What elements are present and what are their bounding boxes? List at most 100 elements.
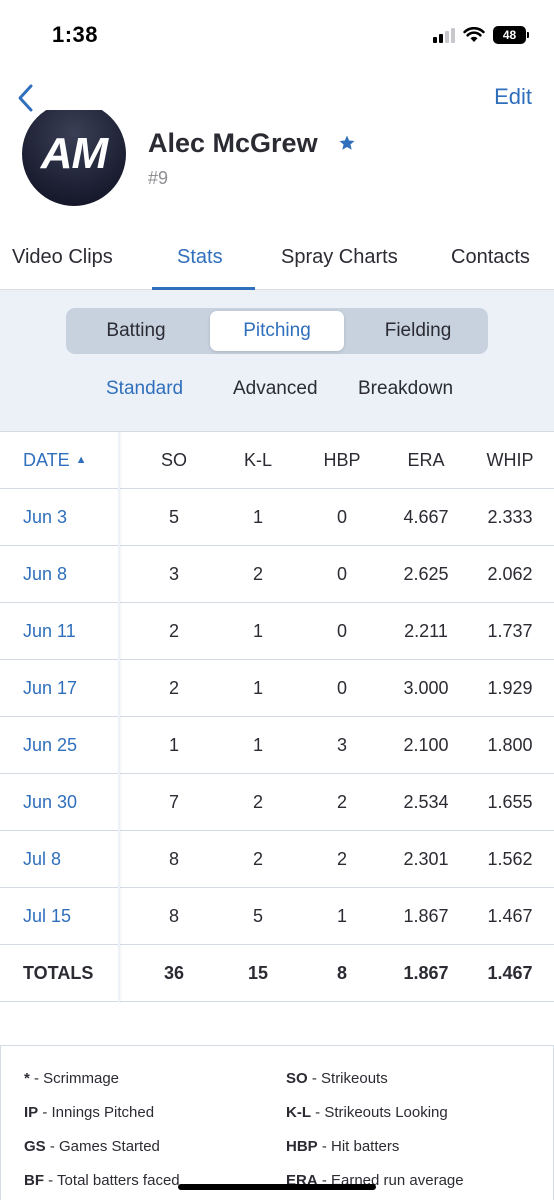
legend-item: * - Scrimmage	[24, 1070, 120, 1087]
player-name: Alec McGrew	[148, 128, 318, 158]
edit-button[interactable]: Edit	[494, 84, 532, 109]
back-button[interactable]	[6, 78, 46, 118]
cell-k-l: 1	[252, 677, 263, 698]
home-indicator[interactable]	[178, 1184, 376, 1190]
cell-k-l: 2	[252, 563, 263, 584]
cell-whip: 1.737	[487, 620, 533, 641]
cell-hbp: 0	[336, 506, 347, 527]
tab-indicator	[152, 287, 255, 290]
cell-k-l: 1	[252, 506, 263, 527]
cell-k-l: 2	[252, 791, 263, 812]
legend-item: K-L - Strikeouts Looking	[286, 1104, 448, 1121]
wifi-icon	[463, 27, 485, 42]
frozen-column-divider	[118, 432, 120, 1002]
total-k-l: 15	[247, 962, 269, 983]
cell-so: 2	[168, 620, 179, 641]
cell-hbp: 2	[336, 791, 347, 812]
sort-ascending-icon: ▲	[75, 454, 87, 466]
cell-k-l: 2	[252, 848, 263, 869]
column-header-era[interactable]: ERA	[407, 449, 445, 470]
tab-bar: Video Clips Stats Spray Charts Contacts	[0, 226, 554, 290]
legend-item: SO - Strikeouts	[286, 1070, 388, 1087]
stat-view-tabs: Standard Advanced Breakdown	[0, 378, 554, 402]
chevron-left-icon	[18, 84, 33, 112]
cell-hbp: 0	[336, 620, 347, 641]
totals-row: TOTALS 36 15 8 1.867 1.467	[0, 945, 554, 1002]
cell-whip: 1.800	[487, 734, 533, 755]
segment-pitching[interactable]: Pitching	[210, 311, 344, 351]
stat-type-segmented-control: Batting Pitching Fielding	[66, 308, 488, 354]
stats-panel: Batting Pitching Fielding Standard Advan…	[0, 290, 554, 1002]
legend-item: GS - Games Started	[24, 1138, 160, 1155]
cell-era: 2.301	[403, 848, 449, 869]
status-bar: 1:38 48	[0, 0, 554, 70]
stats-legend: * - Scrimmage SO - Strikeouts IP - Innin…	[0, 1045, 554, 1200]
jersey-number: #9	[148, 168, 169, 188]
table-row: Jun 17 2 1 0 3.000 1.929	[0, 660, 554, 717]
tab-spray-charts[interactable]: Spray Charts	[281, 246, 398, 268]
cell-k-l: 5	[252, 905, 263, 926]
tab-stats[interactable]: Stats	[177, 246, 223, 268]
cell-era: 2.100	[403, 734, 449, 755]
total-so: 36	[163, 962, 185, 983]
legend-item: BF - Total batters faced	[24, 1172, 180, 1189]
cell-so: 7	[168, 791, 179, 812]
cell-era: 2.534	[403, 791, 449, 812]
cell-hbp: 3	[336, 734, 347, 755]
battery-level: 48	[502, 28, 517, 42]
cell-era: 3.000	[403, 677, 449, 698]
table-row: Jun 25 1 1 3 2.100 1.800	[0, 717, 554, 774]
star-icon[interactable]	[338, 134, 356, 152]
cell-hbp: 2	[336, 848, 347, 869]
tab-video-clips[interactable]: Video Clips	[12, 246, 113, 268]
cell-whip: 1.929	[487, 677, 533, 698]
game-date-link[interactable]: Jun 11	[23, 620, 76, 641]
cell-k-l: 1	[252, 734, 263, 755]
game-date-link[interactable]: Jun 3	[23, 506, 68, 527]
cellular-signal-icon	[433, 27, 455, 43]
cell-era: 1.867	[403, 905, 449, 926]
cell-era: 4.667	[403, 506, 449, 527]
column-header-so[interactable]: SO	[160, 449, 187, 470]
status-time: 1:38	[52, 22, 99, 47]
game-date-link[interactable]: Jun 25	[23, 734, 78, 755]
cell-k-l: 1	[252, 620, 263, 641]
tab-contacts[interactable]: Contacts	[451, 246, 530, 268]
game-date-link[interactable]: Jul 8	[23, 848, 62, 869]
column-header-date[interactable]: DATE ▲	[23, 432, 87, 488]
table-row: Jun 11 2 1 0 2.211 1.737	[0, 603, 554, 660]
column-header-k-l[interactable]: K-L	[243, 449, 272, 470]
game-date-link[interactable]: Jun 17	[23, 677, 78, 698]
player-header: AM Alec McGrew #9	[0, 110, 554, 220]
table-row: Jul 15 8 5 1 1.867 1.467	[0, 888, 554, 945]
segment-batting[interactable]: Batting	[106, 320, 166, 341]
avatar: AM	[22, 110, 126, 206]
total-whip: 1.467	[487, 962, 533, 983]
subtab-advanced[interactable]: Advanced	[233, 378, 318, 399]
game-date-link[interactable]: Jun 30	[23, 791, 78, 812]
cell-so: 2	[168, 677, 179, 698]
subtab-breakdown[interactable]: Breakdown	[358, 378, 454, 399]
nav-bar: Edit	[0, 70, 554, 126]
status-icons: 48	[433, 24, 529, 46]
pitching-stats-table: DATE ▲ SO K-L HBP ERA WHIP Jun 3 5 1 0 4…	[0, 431, 554, 1002]
column-header-whip[interactable]: WHIP	[486, 449, 534, 470]
cell-so: 3	[168, 563, 179, 584]
cell-so: 8	[168, 848, 179, 869]
table-header-row: DATE ▲ SO K-L HBP ERA WHIP	[0, 432, 554, 489]
table-row: Jun 30 7 2 2 2.534 1.655	[0, 774, 554, 831]
cell-era: 2.211	[404, 620, 448, 641]
cell-whip: 2.062	[487, 563, 533, 584]
total-era: 1.867	[403, 962, 449, 983]
cell-hbp: 0	[336, 563, 347, 584]
cell-so: 5	[168, 506, 179, 527]
segment-fielding[interactable]: Fielding	[384, 320, 452, 341]
subtab-standard[interactable]: Standard	[106, 378, 184, 399]
cell-whip: 1.655	[487, 791, 533, 812]
cell-so: 8	[168, 905, 179, 926]
game-date-link[interactable]: Jul 15	[23, 905, 72, 926]
column-header-hbp[interactable]: HBP	[323, 449, 361, 470]
game-date-link[interactable]: Jun 8	[23, 563, 68, 584]
total-hbp: 8	[336, 962, 347, 983]
cell-so: 1	[168, 734, 179, 755]
